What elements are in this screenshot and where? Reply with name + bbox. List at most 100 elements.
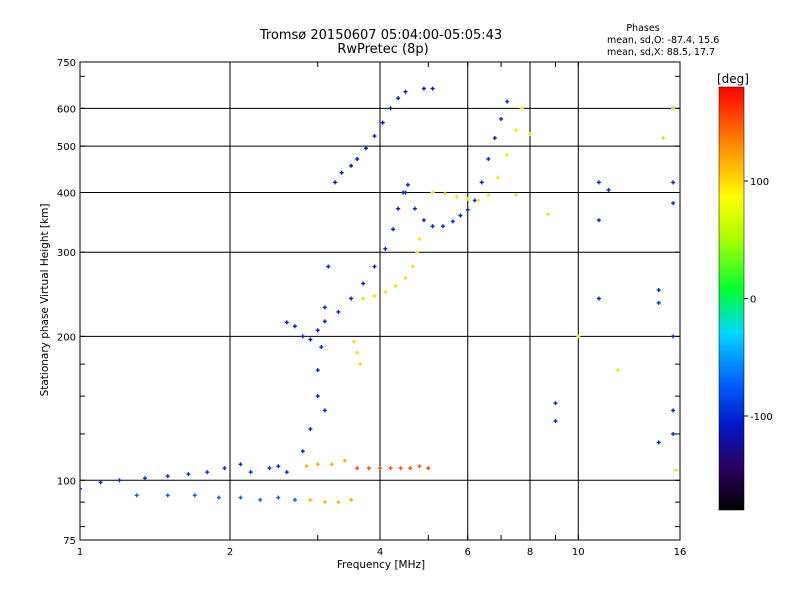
- data-point: [421, 218, 426, 223]
- y-axis-ticks: 75 100 200 300 400 500 600 750: [57, 58, 76, 547]
- data-point: [349, 296, 354, 301]
- y-tick-label: 300: [57, 248, 76, 259]
- data-point: [596, 218, 601, 223]
- data-point: [454, 194, 459, 199]
- data-point: [405, 182, 410, 187]
- data-point: [355, 350, 360, 355]
- data-point: [606, 187, 611, 192]
- x-tick-label: 2: [227, 547, 233, 558]
- data-point: [216, 495, 221, 500]
- data-point: [292, 497, 297, 502]
- data-point: [315, 368, 320, 373]
- data-point: [205, 470, 210, 475]
- data-point: [430, 190, 435, 195]
- data-point: [372, 264, 377, 269]
- data-point: [426, 466, 431, 471]
- data-point: [165, 474, 170, 479]
- data-point: [248, 470, 253, 475]
- data-point: [186, 472, 191, 477]
- data-point: [304, 464, 309, 469]
- data-point: [671, 408, 676, 413]
- data-point: [430, 224, 435, 229]
- data-point: [528, 132, 532, 137]
- data-point: [388, 466, 393, 471]
- data-point: [142, 476, 147, 481]
- data-point: [415, 250, 420, 255]
- colorbar-tick-label: 100: [750, 177, 769, 188]
- data-point: [553, 401, 558, 406]
- data-point: [391, 227, 396, 232]
- data-point: [308, 337, 313, 342]
- y-tick-label: 200: [57, 332, 76, 343]
- x-tick-label: 16: [674, 547, 687, 558]
- data-point: [479, 180, 484, 185]
- y-tick-label: 750: [57, 58, 76, 69]
- data-point: [339, 170, 344, 175]
- data-point: [505, 99, 510, 104]
- data-point: [499, 116, 504, 121]
- data-point: [403, 190, 408, 195]
- data-point: [322, 500, 327, 505]
- data-point: [355, 157, 360, 162]
- data-point: [315, 394, 320, 399]
- data-point: [514, 193, 519, 198]
- data-point: [361, 281, 366, 286]
- data-point: [396, 206, 401, 211]
- data-point: [417, 236, 422, 241]
- data-point: [486, 157, 491, 162]
- stats-line-x: mean, sd,X: 88.5, 17.7: [607, 47, 715, 58]
- data-point: [366, 466, 371, 471]
- data-point: [342, 458, 347, 463]
- y-tick-label: 100: [57, 476, 76, 487]
- data-point: [319, 345, 324, 350]
- data-point: [364, 146, 369, 151]
- chart-title: Tromsø 20150607 05:04:00-05:05:43: [259, 28, 502, 43]
- colorbar: [718, 86, 745, 511]
- data-point: [673, 468, 678, 473]
- data-point: [383, 289, 388, 294]
- x-axis-label: Frequency [MHz]: [337, 559, 425, 571]
- data-point: [300, 449, 305, 454]
- data-point: [238, 462, 243, 467]
- data-point: [671, 201, 676, 206]
- data-point: [308, 497, 313, 502]
- data-point: [398, 466, 403, 471]
- data-point: [372, 293, 377, 298]
- data-point: [396, 96, 401, 101]
- x-tick-label: 10: [572, 547, 585, 558]
- data-point: [276, 495, 281, 500]
- colorbar-ticks: 100 0 -100: [744, 177, 773, 423]
- data-point: [322, 319, 327, 324]
- data-point: [329, 462, 334, 467]
- data-point: [492, 136, 497, 141]
- data-point: [656, 440, 661, 445]
- y-tick-label: 400: [57, 188, 76, 199]
- data-point: [333, 180, 338, 185]
- data-point: [546, 212, 551, 217]
- data-point: [671, 334, 676, 339]
- data-point: [383, 246, 388, 251]
- y-tick-label: 500: [57, 142, 76, 153]
- colorbar-tick-label: 0: [750, 295, 756, 306]
- data-point: [576, 334, 581, 339]
- data-point: [336, 500, 341, 505]
- data-point: [440, 224, 445, 229]
- data-points: [80, 86, 678, 505]
- data-point: [349, 497, 354, 502]
- data-point: [388, 106, 393, 111]
- data-point: [403, 275, 408, 280]
- data-point: [553, 419, 558, 424]
- data-point: [292, 324, 297, 329]
- data-point: [238, 495, 243, 500]
- data-point: [671, 106, 676, 111]
- data-point: [417, 464, 422, 469]
- data-point: [300, 334, 305, 339]
- data-point: [403, 89, 408, 94]
- data-point: [615, 368, 620, 373]
- y-tick-label: 600: [57, 104, 76, 115]
- data-point: [134, 493, 139, 498]
- data-point: [661, 136, 666, 141]
- data-point: [410, 264, 415, 269]
- data-point: [117, 478, 122, 483]
